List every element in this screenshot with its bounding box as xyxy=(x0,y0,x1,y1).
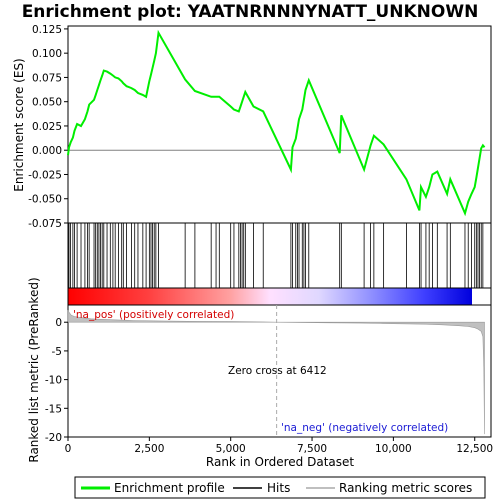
x-tick-label: 0 xyxy=(65,443,72,455)
legend-label-enrichment: Enrichment profile xyxy=(114,481,225,495)
ranked-metric-panel: 0 -5 -10 -15 -20 'na_pos' (positively correl… xyxy=(45,304,492,444)
metric-tick-label: -20 xyxy=(45,432,62,444)
legend: Enrichment profile Hits Ranking metric s… xyxy=(74,476,486,499)
metric-axis-ticks: 0 -5 -10 -15 -20 xyxy=(45,317,68,444)
hits-panel xyxy=(67,222,492,289)
es-tick-label: -0.050 xyxy=(28,194,62,206)
legend-box xyxy=(74,476,486,499)
es-tick-label: 0.125 xyxy=(32,24,62,36)
x-tick-label: 12,500 xyxy=(456,443,493,455)
ranking-metric-area xyxy=(67,309,485,435)
es-tick-label: 0.075 xyxy=(32,72,62,84)
es-tick-label: 0.000 xyxy=(32,145,62,157)
legend-label-hits: Hits xyxy=(267,481,290,495)
negative-correlation-label: 'na_neg' (negatively correlated) xyxy=(281,422,448,434)
x-tick-label: 7,500 xyxy=(297,443,327,455)
rank-color-bar xyxy=(68,288,472,305)
es-tick-label: -0.025 xyxy=(28,169,62,181)
zero-cross-label: Zero cross at 6412 xyxy=(228,365,327,377)
metric-tick-label: -15 xyxy=(45,403,62,415)
positive-correlation-label: 'na_pos' (positively correlated) xyxy=(73,309,234,321)
x-axis-label: Rank in Ordered Dataset xyxy=(206,455,354,469)
enrichment-score-panel: -0.075 -0.050 -0.025 0.000 0.025 0.050 0.075 0.… xyxy=(28,24,492,230)
enrichment-profile-line xyxy=(67,29,486,217)
metric-plot-frame xyxy=(67,304,492,438)
metric-tick-label: 0 xyxy=(55,317,62,329)
legend-label-ranking: Ranking metric scores xyxy=(339,481,472,495)
es-axis-ticks: -0.075 -0.050 -0.025 0.000 0.025 0.050 0.075 0.… xyxy=(28,24,68,230)
metric-tick-label: -10 xyxy=(45,375,62,387)
metric-y-axis-label: Ranked list metric (PreRanked) xyxy=(27,277,41,462)
es-y-axis-label: Enrichment score (ES) xyxy=(12,58,26,191)
es-tick-label: 0.025 xyxy=(32,121,62,133)
hit-marks xyxy=(68,223,484,288)
hits-frame xyxy=(67,222,492,289)
es-tick-label: -0.075 xyxy=(28,218,62,230)
x-tick-label: 2,500 xyxy=(134,443,164,455)
x-axis-ticks: 0 2,500 5,000 7,500 10,000 12,500 xyxy=(65,437,493,455)
es-tick-label: 0.100 xyxy=(32,48,62,60)
x-tick-label: 5,000 xyxy=(216,443,246,455)
x-tick-label: 10,000 xyxy=(375,443,412,455)
metric-tick-label: -5 xyxy=(52,346,62,358)
es-tick-label: 0.050 xyxy=(32,97,62,109)
chart-title: Enrichment plot: YAATNRNNNYNATT_UNKNOWN xyxy=(22,2,479,22)
